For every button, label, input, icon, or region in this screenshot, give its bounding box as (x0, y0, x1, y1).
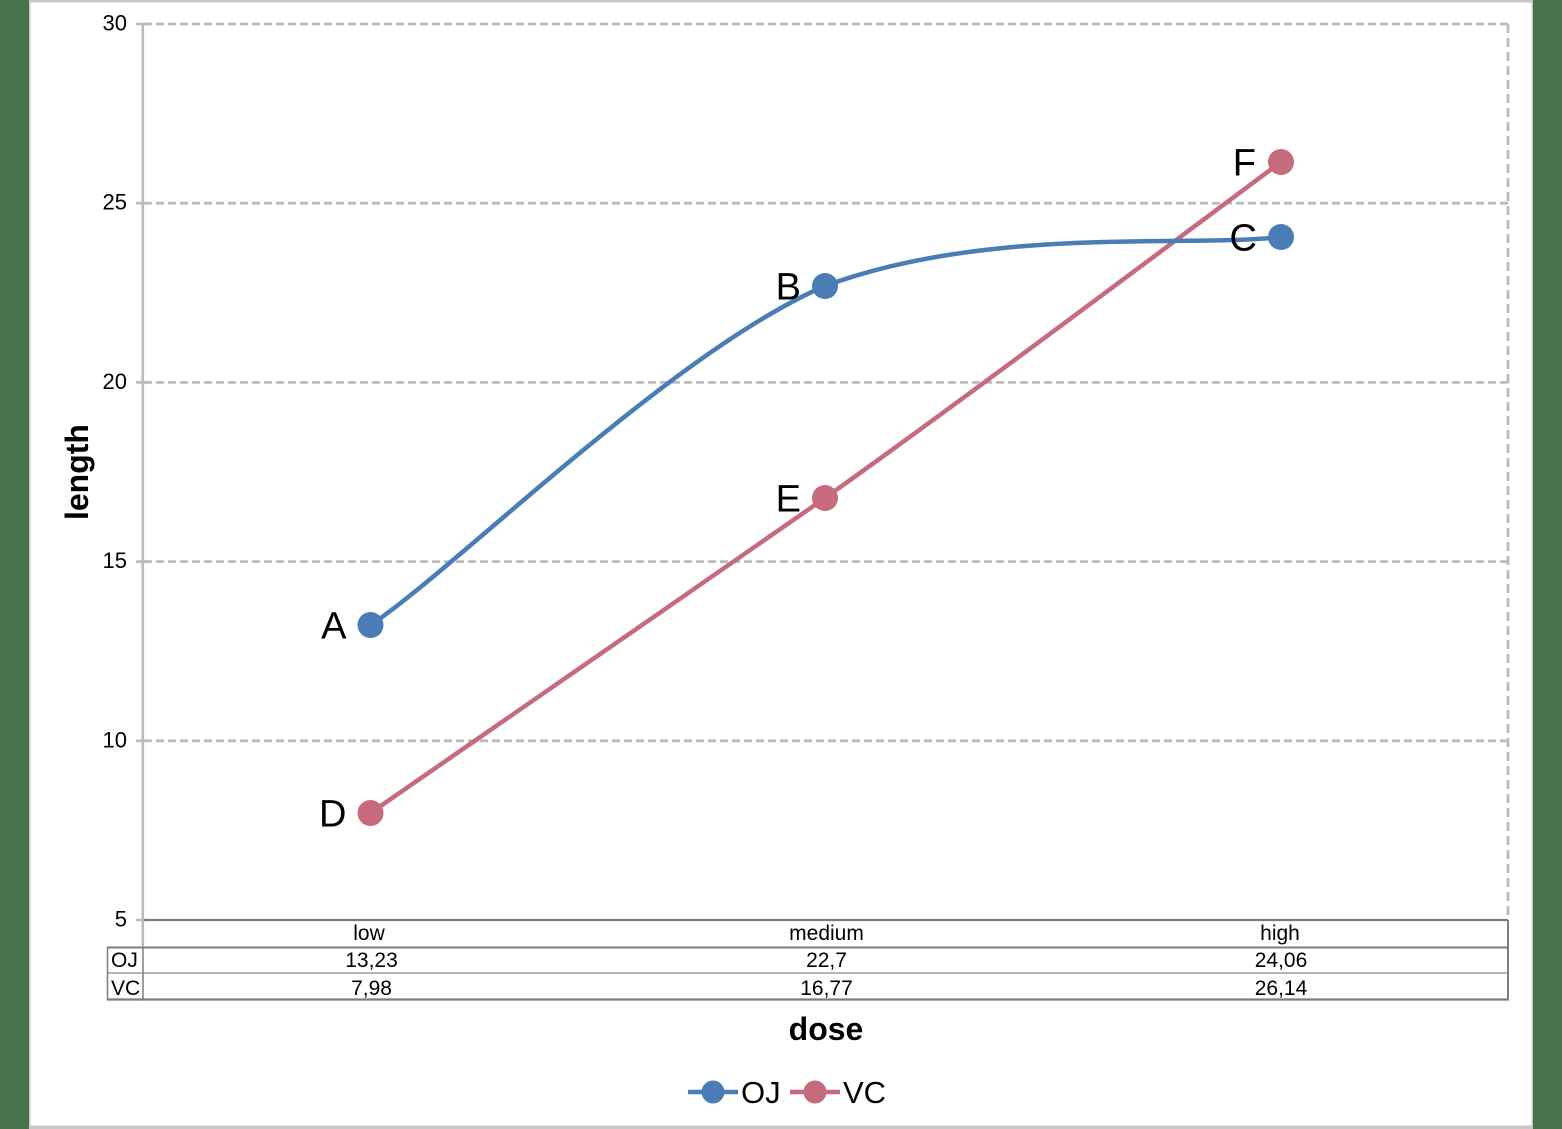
svg-text:20: 20 (103, 369, 127, 394)
svg-text:25: 25 (103, 190, 127, 215)
svg-text:30: 30 (103, 11, 127, 36)
svg-text:D: D (319, 794, 346, 836)
svg-text:VC: VC (111, 977, 140, 1000)
svg-text:length: length (59, 424, 95, 520)
svg-text:7,98: 7,98 (351, 977, 392, 1000)
svg-text:10: 10 (103, 727, 127, 752)
svg-text:C: C (1230, 218, 1257, 260)
svg-text:OJ: OJ (111, 949, 138, 972)
svg-text:medium: medium (789, 922, 864, 945)
svg-text:F: F (1233, 143, 1256, 185)
svg-text:A: A (321, 606, 347, 648)
svg-text:E: E (776, 479, 801, 521)
svg-text:15: 15 (103, 548, 127, 573)
svg-text:high: high (1260, 922, 1300, 945)
svg-text:B: B (776, 267, 801, 309)
svg-text:OJ: OJ (741, 1075, 781, 1110)
svg-text:26,14: 26,14 (1255, 977, 1308, 1000)
svg-text:13,23: 13,23 (345, 949, 398, 972)
svg-text:dose: dose (789, 1011, 864, 1047)
svg-text:5: 5 (115, 907, 127, 932)
svg-text:24,06: 24,06 (1255, 949, 1308, 972)
svg-text:low: low (353, 922, 385, 945)
svg-text:VC: VC (843, 1075, 886, 1110)
svg-text:22,7: 22,7 (806, 949, 847, 972)
svg-text:16,77: 16,77 (800, 977, 853, 1000)
